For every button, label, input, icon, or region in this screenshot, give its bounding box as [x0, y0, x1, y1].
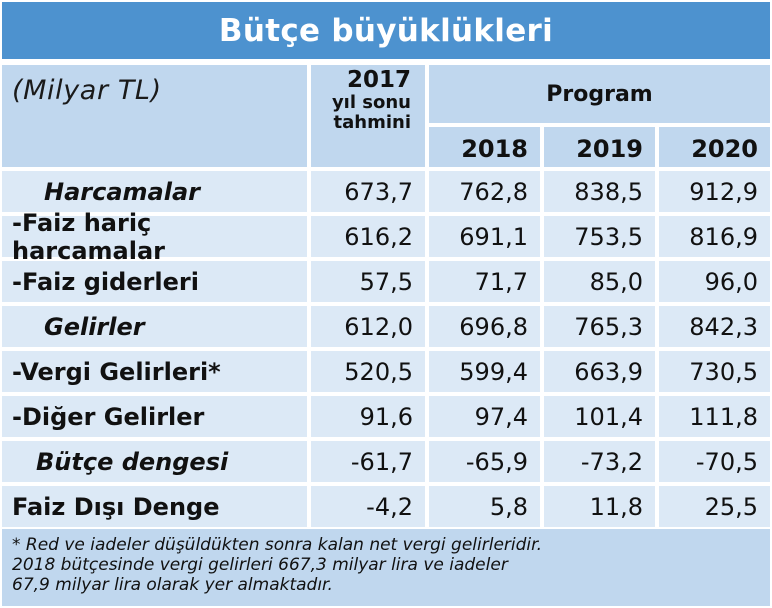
row-label-gelirler: Gelirler: [2, 306, 307, 347]
footnote: * Red ve iadeler düşüldükten sonra kalan…: [2, 529, 770, 606]
header-program-label: Program: [546, 81, 653, 107]
table-cell: 57,5: [311, 261, 425, 302]
row-label-faiz-giderleri: -Faiz giderleri: [2, 261, 307, 302]
table-cell: 599,4: [429, 351, 540, 392]
header-2017-line1: yıl sonu: [331, 92, 411, 113]
table-cell: 753,5: [544, 216, 655, 257]
row-label-diger-gelirler: -Diğer Gelirler: [2, 396, 307, 437]
table-cell: 730,5: [659, 351, 770, 392]
table-cell: 765,3: [544, 306, 655, 347]
title-bar: Bütçe büyüklükleri: [2, 2, 770, 59]
table-cell: -65,9: [429, 441, 540, 482]
header-year-2018: 2018: [429, 127, 540, 167]
table-cell: -73,2: [544, 441, 655, 482]
table-cell: 912,9: [659, 171, 770, 212]
header-year-2020: 2020: [659, 127, 770, 167]
table-cell: 691,1: [429, 216, 540, 257]
header-year-2019: 2019: [544, 127, 655, 167]
unit-label: (Milyar TL): [12, 75, 162, 106]
table-cell: 762,8: [429, 171, 540, 212]
table-cell: -4,2: [311, 486, 425, 527]
table-cell: 842,3: [659, 306, 770, 347]
table-cell: 85,0: [544, 261, 655, 302]
table-cell: 612,0: [311, 306, 425, 347]
row-label-butce-dengesi: Bütçe dengesi: [2, 441, 307, 482]
table-cell: -70,5: [659, 441, 770, 482]
table-cell: 71,7: [429, 261, 540, 302]
table-cell: 5,8: [429, 486, 540, 527]
table-cell: 97,4: [429, 396, 540, 437]
footnote-line: * Red ve iadeler düşüldükten sonra kalan…: [12, 535, 542, 555]
row-label-faiz-disi-denge: Faiz Dışı Denge: [2, 486, 307, 527]
table-cell: 91,6: [311, 396, 425, 437]
row-label-faiz-haric-harcamalar: -Faiz hariç harcamalar: [2, 209, 307, 265]
table-cell: 816,9: [659, 216, 770, 257]
footnote-line: 2018 bütçesinde vergi gelirleri 667,3 mi…: [12, 555, 508, 575]
table-cell: 616,2: [311, 216, 425, 257]
header-2017-year: 2017: [346, 67, 411, 93]
table-cell: 101,4: [544, 396, 655, 437]
header-2017: 2017 yıl sonu tahmini: [332, 69, 411, 132]
table-cell: 96,0: [659, 261, 770, 302]
table-cell: 838,5: [544, 171, 655, 212]
table-cell: 696,8: [429, 306, 540, 347]
header-2017-cell: 2017 yıl sonu tahmini: [311, 65, 425, 167]
row-label-harcamalar: Harcamalar: [2, 171, 307, 212]
table-cell: -61,7: [311, 441, 425, 482]
row-label-vergi-gelirleri: -Vergi Gelirleri*: [2, 351, 307, 392]
header-year-label: 2020: [691, 135, 758, 163]
table-cell: 673,7: [311, 171, 425, 212]
table-cell: 520,5: [311, 351, 425, 392]
table-cell: 25,5: [659, 486, 770, 527]
header-year-label: 2019: [576, 135, 643, 163]
page-title: Bütçe büyüklükleri: [218, 12, 554, 49]
table-cell: 111,8: [659, 396, 770, 437]
header-2017-line2: tahmini: [333, 112, 411, 133]
header-unit-cell: (Milyar TL): [2, 65, 307, 167]
table-cell: 11,8: [544, 486, 655, 527]
table-cell: 663,9: [544, 351, 655, 392]
header-program: Program: [429, 65, 770, 123]
header-year-label: 2018: [461, 135, 528, 163]
footnote-line: 67,9 milyar lira olarak yer almaktadır.: [12, 575, 333, 595]
